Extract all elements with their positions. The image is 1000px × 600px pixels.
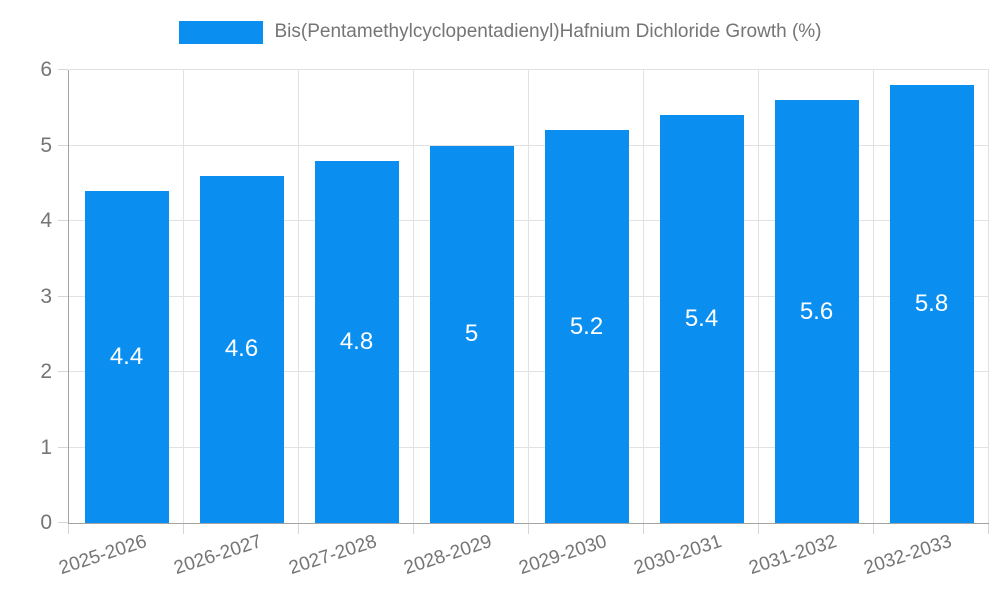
x-axis-tick-label: 2032-2033 — [861, 531, 954, 580]
bar-value-label: 5.4 — [684, 305, 719, 333]
x-axis-tick — [413, 524, 414, 534]
y-axis-tick-label: 3 — [40, 284, 52, 308]
gridline-vertical — [183, 70, 184, 523]
y-axis-tick — [58, 446, 68, 448]
gridline-vertical — [988, 70, 989, 523]
bar[interactable]: 4.6 — [199, 175, 284, 523]
gridline-vertical — [298, 70, 299, 523]
bar[interactable]: 4.4 — [84, 190, 169, 523]
y-axis-tick — [58, 144, 68, 146]
gridline-horizontal — [69, 295, 989, 297]
x-axis-tick-label: 2031-2032 — [746, 531, 839, 580]
x-axis-tick-label: 2030-2031 — [631, 531, 724, 580]
x-axis-tick — [298, 524, 299, 534]
legend-swatch — [178, 20, 263, 44]
y-axis-tick-label: 1 — [40, 435, 52, 459]
gridline-vertical — [528, 70, 529, 523]
plot-area: 4.4 4.6 4.8 5 5.2 5.4 5.6 5.8 — [68, 69, 989, 524]
bar[interactable]: 5.4 — [659, 115, 744, 523]
gridline-horizontal — [69, 144, 989, 146]
x-axis-tick-label: 2029-2030 — [516, 531, 609, 580]
y-axis-tick — [58, 295, 68, 297]
legend-label: Bis(Pentamethylcyclopentadienyl)Hafnium … — [274, 21, 822, 42]
x-axis-tick-label: 2026-2027 — [171, 531, 264, 580]
bar-value-label: 5.6 — [799, 297, 834, 325]
y-axis-tick — [58, 220, 68, 221]
y-axis-tick-label: 6 — [40, 58, 52, 81]
bar-value-label: 4.4 — [109, 342, 144, 370]
gridline-vertical — [413, 70, 414, 523]
bar-value-label: 5 — [464, 320, 479, 348]
y-axis-tick — [58, 69, 68, 70]
bar[interactable]: 5.8 — [889, 85, 974, 523]
y-axis-tick-label: 0 — [40, 511, 52, 534]
bar[interactable]: 5.2 — [544, 130, 629, 523]
bar-value-label: 4.6 — [224, 335, 259, 363]
y-axis-tick-label: 4 — [40, 209, 52, 232]
bar[interactable]: 5 — [429, 145, 514, 523]
y-axis-tick — [58, 371, 68, 372]
gridline-horizontal — [69, 446, 989, 448]
gridline-horizontal — [69, 220, 989, 221]
x-axis-tick — [528, 524, 529, 534]
gridline-vertical — [873, 70, 874, 523]
bar[interactable]: 4.8 — [314, 160, 399, 523]
x-axis-tick — [183, 524, 184, 534]
legend[interactable]: Bis(Pentamethylcyclopentadienyl)Hafnium … — [0, 18, 1000, 46]
x-axis-tick-label: 2028-2029 — [401, 531, 494, 580]
bar-value-label: 5.8 — [914, 290, 949, 318]
x-axis-tick — [758, 524, 759, 534]
x-axis-tick-label: 2027-2028 — [286, 531, 379, 580]
x-axis-tick — [988, 524, 989, 534]
x-axis-tick — [643, 524, 644, 534]
x-axis-tick — [68, 524, 69, 534]
x-axis-tick — [873, 524, 874, 534]
bar-value-label: 4.8 — [339, 327, 374, 355]
gridline-vertical — [643, 70, 644, 523]
gridline-horizontal — [69, 371, 989, 372]
bar[interactable]: 5.6 — [774, 100, 859, 523]
x-axis-tick-label: 2025-2026 — [56, 531, 149, 580]
y-axis-tick — [58, 522, 68, 523]
gridline-vertical — [758, 70, 759, 523]
y-axis-tick-label: 2 — [40, 360, 52, 383]
bar-value-label: 5.2 — [569, 312, 604, 340]
gridline-horizontal — [69, 69, 989, 70]
y-axis-tick-label: 5 — [40, 133, 52, 157]
